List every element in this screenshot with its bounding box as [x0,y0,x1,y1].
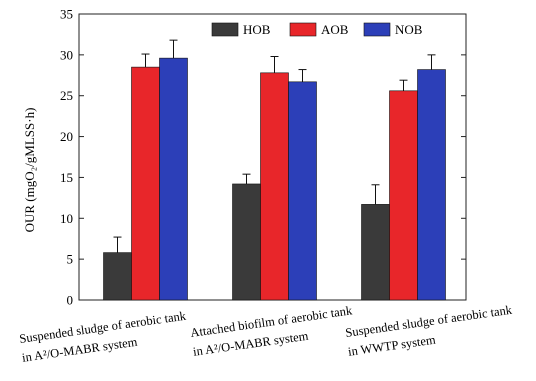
y-tick-label: 15 [60,170,73,185]
bar-nob-1 [160,58,188,300]
y-tick-label: 5 [67,252,74,267]
y-tick-label: 0 [67,293,74,308]
legend-label-hob: HOB [243,22,271,37]
bar-hob-1 [104,253,132,300]
bar-aob-3 [390,91,418,300]
y-tick-label: 30 [60,47,73,62]
legend-label-aob: AOB [321,22,349,37]
bar-nob-2 [289,82,317,300]
y-tick-label: 35 [60,7,73,22]
y-tick-label: 20 [60,129,73,144]
legend-swatch-nob [364,23,390,36]
bar-aob-2 [261,73,289,300]
y-tick-label: 10 [60,211,73,226]
y-axis-title: OUR (mgO₂/gMLSS·h) [22,108,37,233]
bar-aob-1 [132,67,160,300]
legend: HOB AOB NOB [212,22,423,37]
legend-label-nob: NOB [395,22,423,37]
bar-hob-3 [362,204,390,300]
legend-swatch-hob [212,23,238,36]
bar-hob-2 [233,184,261,300]
bar-nob-3 [418,70,446,300]
bars-group [104,40,446,300]
legend-swatch-aob [290,23,316,36]
y-tick-label: 25 [60,88,73,103]
